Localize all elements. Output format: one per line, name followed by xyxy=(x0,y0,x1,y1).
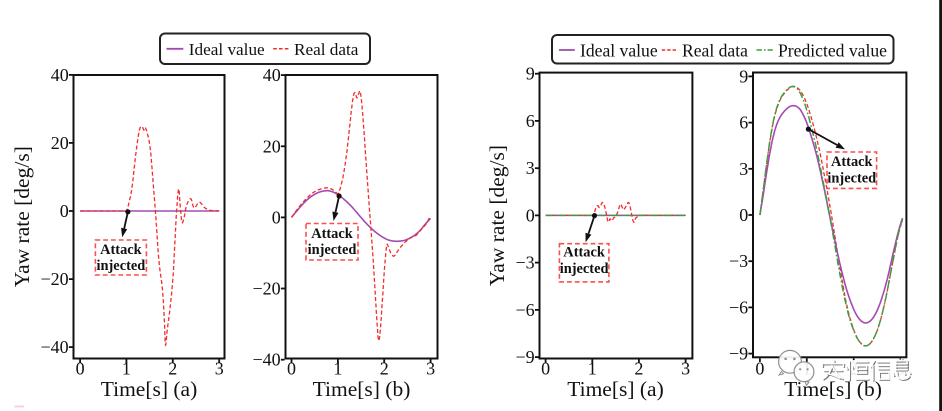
svg-text:3: 3 xyxy=(739,159,748,179)
svg-text:40: 40 xyxy=(263,65,281,85)
svg-text:−40: −40 xyxy=(41,337,69,357)
svg-text:9: 9 xyxy=(526,64,535,84)
svg-text:−9: −9 xyxy=(729,344,748,364)
svg-text:−40: −40 xyxy=(253,350,281,370)
svg-text:0: 0 xyxy=(755,359,764,379)
svg-text:20: 20 xyxy=(263,136,281,156)
svg-text:9: 9 xyxy=(739,66,748,86)
svg-text:1: 1 xyxy=(588,359,597,379)
svg-text:injected: injected xyxy=(97,258,146,274)
svg-text:Attack: Attack xyxy=(311,226,353,242)
svg-text:1: 1 xyxy=(122,359,131,379)
svg-text:Yaw rate [deg/s]: Yaw rate [deg/s] xyxy=(485,145,509,286)
svg-text:2: 2 xyxy=(634,359,643,379)
svg-text:−6: −6 xyxy=(516,300,535,320)
svg-text:−20: −20 xyxy=(41,269,69,289)
svg-text:Real data: Real data xyxy=(682,40,748,60)
svg-text:3: 3 xyxy=(526,158,535,178)
svg-text:Time[s] (a): Time[s] (a) xyxy=(101,377,198,401)
svg-text:0: 0 xyxy=(76,359,85,379)
svg-text:Attack: Attack xyxy=(100,242,142,258)
svg-text:0: 0 xyxy=(541,359,550,379)
svg-text:6: 6 xyxy=(526,111,535,131)
svg-text:−20: −20 xyxy=(253,279,281,299)
svg-text:−3: −3 xyxy=(516,253,535,273)
svg-text:20: 20 xyxy=(51,133,69,153)
svg-text:injected: injected xyxy=(560,261,609,277)
svg-text:Time[s] (b): Time[s] (b) xyxy=(313,377,411,401)
svg-text:injected: injected xyxy=(827,170,876,186)
svg-text:Predicted value: Predicted value xyxy=(778,40,887,60)
svg-text:injected: injected xyxy=(308,242,357,258)
svg-text:1: 1 xyxy=(333,359,342,379)
svg-text:0: 0 xyxy=(526,205,535,225)
svg-text:Ideal value: Ideal value xyxy=(580,40,658,60)
svg-text:0: 0 xyxy=(287,359,296,379)
svg-text:Attack: Attack xyxy=(831,154,873,170)
svg-text:−3: −3 xyxy=(729,251,748,271)
svg-text:0: 0 xyxy=(60,201,69,221)
svg-text:−6: −6 xyxy=(729,297,748,317)
svg-text:0: 0 xyxy=(272,207,281,227)
svg-text:3: 3 xyxy=(426,359,435,379)
svg-text:Attack: Attack xyxy=(563,244,605,260)
svg-text:2: 2 xyxy=(380,359,389,379)
svg-text:Real data: Real data xyxy=(294,40,359,59)
svg-text:0: 0 xyxy=(739,205,748,225)
svg-text:Yaw rate [deg/s]: Yaw rate [deg/s] xyxy=(10,146,34,287)
svg-text:2: 2 xyxy=(168,359,177,379)
svg-text:3: 3 xyxy=(681,359,690,379)
svg-text:−9: −9 xyxy=(516,347,535,367)
svg-text:3: 3 xyxy=(215,359,224,379)
svg-text:6: 6 xyxy=(739,113,748,133)
svg-text:Time[s] (a): Time[s] (a) xyxy=(567,377,664,401)
svg-text:Ideal value: Ideal value xyxy=(189,40,265,59)
svg-text:40: 40 xyxy=(51,65,69,85)
